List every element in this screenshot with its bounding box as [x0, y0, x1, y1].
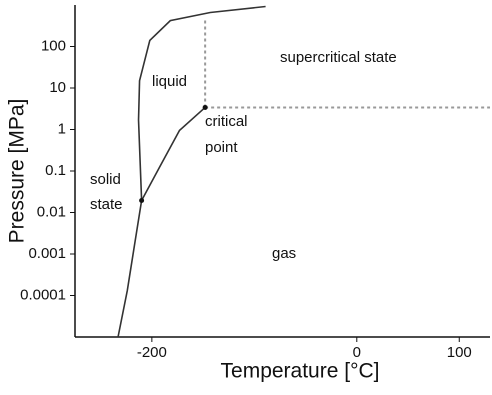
phase-curve [117, 106, 206, 338]
point-marker [202, 104, 208, 110]
annotation: liquid [152, 73, 187, 90]
annotation: solid [90, 171, 121, 188]
y-axis-label: Pressure [MPa] [6, 99, 29, 244]
annotation: state [90, 196, 123, 213]
x-tick-label: -200 [137, 344, 167, 361]
annotation: point [205, 139, 238, 156]
point-marker [139, 197, 145, 203]
y-tick-label: 0.0001 [20, 286, 66, 303]
y-tick-label: 10 [49, 79, 66, 96]
y-tick-label: 0.1 [45, 162, 66, 179]
x-axis-label: Temperature [°C] [221, 360, 380, 383]
annotation: gas [272, 245, 296, 262]
y-tick-label: 0.01 [37, 203, 66, 220]
phase-curve [137, 5, 266, 201]
x-tick-label: 0 [353, 344, 361, 361]
x-tick-label: 100 [447, 344, 472, 361]
y-tick-label: 1 [58, 120, 66, 137]
y-tick-label: 100 [41, 37, 66, 54]
annotation: critical [205, 113, 248, 130]
annotation: supercritical state [280, 49, 397, 66]
y-tick-label: 0.001 [28, 245, 66, 262]
